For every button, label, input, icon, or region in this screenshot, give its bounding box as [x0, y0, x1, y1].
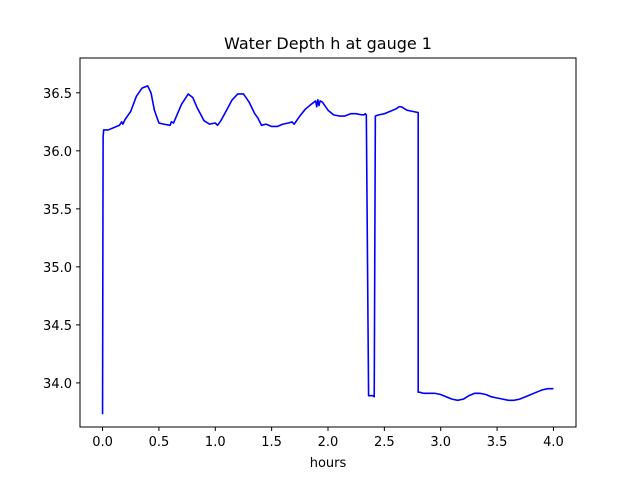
y-tick-label: 34.0	[43, 377, 72, 392]
series-line-0	[101, 85, 554, 415]
chart-title: Water Depth h at gauge 1	[224, 34, 432, 53]
x-axis-label: hours	[310, 456, 347, 471]
x-tick-label: 0.5	[149, 435, 170, 450]
y-tick-label: 36.0	[43, 145, 72, 160]
x-tick-label: 2.5	[374, 435, 395, 450]
y-tick-label: 34.5	[43, 319, 72, 334]
x-tick-label: 1.0	[205, 435, 226, 450]
x-tick-label: 0.0	[92, 435, 113, 450]
ticks-layer: 0.0 0.5 1.0 1.5 2.0 2.5 3.0 3.5 4.0 34.0 34.5 35.0 3…	[43, 87, 564, 450]
y-tick-label: 35.5	[43, 203, 72, 218]
y-tick-label: 36.5	[43, 87, 72, 102]
x-tick-label: 3.5	[487, 435, 508, 450]
x-tick-label: 2.0	[318, 435, 339, 450]
y-tick-label: 35.0	[43, 261, 72, 276]
plot-frame	[79, 57, 577, 428]
x-tick-label: 1.5	[261, 435, 282, 450]
data-layer	[101, 85, 554, 415]
x-tick-label: 3.0	[430, 435, 451, 450]
x-tick-label: 4.0	[543, 435, 564, 450]
